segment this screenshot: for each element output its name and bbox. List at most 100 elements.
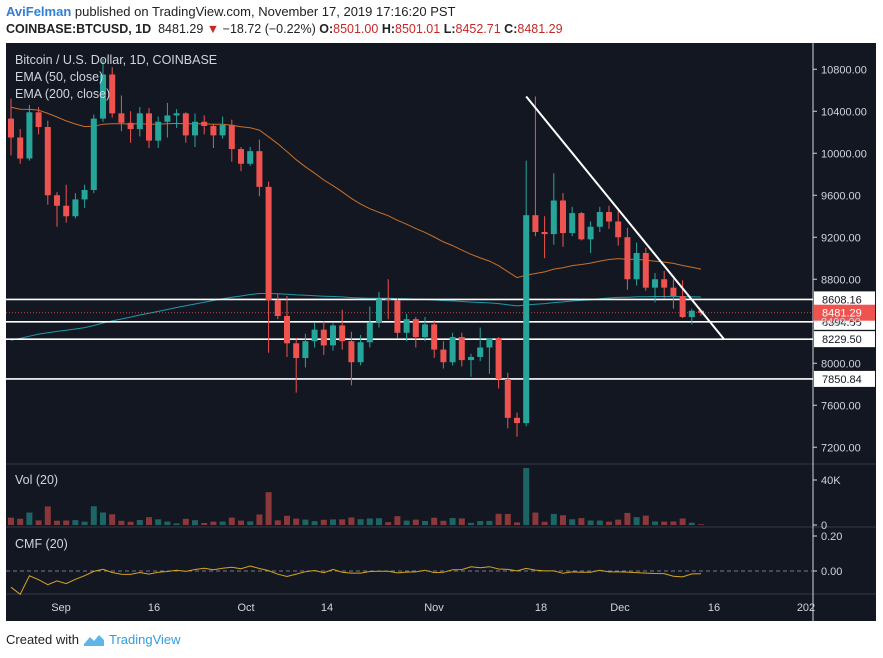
trendline — [525, 95, 726, 341]
author-name[interactable]: AviFelman — [6, 4, 72, 19]
volume-bar — [320, 519, 327, 525]
candle-body — [164, 115, 171, 122]
volume-bar — [44, 506, 51, 525]
time-tick-label: 202 — [797, 602, 815, 614]
candle-body — [136, 113, 143, 130]
volume-bar — [596, 520, 603, 525]
candle-body — [302, 341, 309, 358]
candle-body — [587, 226, 594, 240]
volume-bar — [118, 520, 125, 525]
volume-bar — [274, 520, 281, 525]
volume-bar — [256, 514, 263, 525]
candle-body — [274, 300, 281, 316]
candle-body — [514, 417, 520, 424]
candle-body — [284, 316, 290, 344]
volume-bar — [578, 518, 585, 525]
candle-body — [293, 343, 300, 358]
candle-body — [366, 322, 373, 343]
candle-body — [35, 112, 42, 127]
candle-body — [146, 113, 152, 141]
candle-body — [81, 190, 88, 200]
volume-bar — [8, 517, 14, 525]
volume-bar — [532, 512, 539, 525]
candle-body — [652, 279, 658, 288]
volume-bar — [302, 519, 309, 525]
time-tick-label: Nov — [424, 602, 444, 614]
volume-bar — [550, 513, 557, 525]
candle-body — [72, 199, 79, 217]
footer: Created with TradingView — [6, 632, 181, 647]
price-change: −18.72 (−0.22%) — [222, 22, 316, 36]
volume-bar — [72, 520, 79, 525]
publish-header: AviFelman published on TradingView.com, … — [6, 4, 456, 19]
level-price-label: 8229.50 — [822, 334, 862, 346]
level-price-tag — [814, 370, 875, 387]
symbol-header: COINBASE:BTCUSD, 1D 8481.29 ▼ −18.72 (−0… — [6, 22, 563, 36]
volume-bar — [523, 468, 530, 525]
publish-text: published on TradingView.com, November 1… — [71, 4, 456, 19]
candle-body — [523, 215, 530, 424]
volume-bar — [238, 520, 244, 525]
time-tick-label: Oct — [237, 602, 254, 614]
candle-body — [219, 124, 226, 136]
candle-body — [63, 205, 70, 217]
current-price-label: 8481.29 — [822, 308, 862, 320]
price-tick-label: 9600.00 — [821, 190, 861, 202]
volume-bar — [228, 517, 235, 525]
volume-bar — [63, 520, 70, 525]
price-tick-label: 7200.00 — [821, 442, 861, 454]
volume-bar — [192, 520, 198, 525]
candle-body — [532, 215, 539, 232]
volume-bar — [26, 512, 33, 525]
low-label: L: — [443, 22, 456, 36]
legend-ema50: EMA (50, close) — [15, 70, 103, 84]
chart-area[interactable]: 8608.16 8394.55 8229.50 7850.84 8481.29 7200… — [6, 43, 876, 621]
time-tick-label: Dec — [610, 602, 630, 614]
time-tick-label: 18 — [535, 602, 547, 614]
candle-body — [596, 212, 603, 227]
candle-body — [348, 341, 355, 363]
candle-body — [550, 200, 557, 235]
volume-bar — [486, 520, 493, 525]
volume-bar — [35, 520, 42, 525]
level-price-label: 7850.84 — [822, 374, 862, 386]
volume-bar — [182, 518, 189, 525]
volume-bar — [422, 521, 428, 525]
candle-body — [688, 310, 695, 318]
candle-body — [44, 127, 51, 196]
volume-bar — [541, 521, 548, 525]
volume-bar — [440, 520, 447, 525]
time-tick-label: Sep — [51, 602, 71, 614]
candle-body — [670, 287, 677, 297]
volume-bar — [146, 517, 152, 525]
volume-bar — [477, 520, 484, 525]
candle-body — [578, 213, 585, 240]
candle-body — [109, 74, 116, 114]
candle-body — [17, 137, 24, 159]
candle-body — [127, 122, 134, 130]
price-tick-label: 10000.00 — [821, 148, 867, 160]
candle-body — [192, 121, 198, 136]
candle-body — [201, 121, 208, 126]
legend-cmf: CMF (20) — [15, 537, 68, 551]
volume-bar — [173, 523, 180, 525]
candle-body — [173, 113, 180, 116]
candle-body — [412, 319, 419, 337]
volume-bar — [210, 521, 217, 525]
volume-bar — [164, 521, 171, 525]
candle-body — [422, 324, 428, 337]
volume-bar — [330, 519, 336, 525]
candle-body — [431, 324, 438, 350]
candle-body — [210, 125, 217, 136]
volume-bar — [90, 506, 97, 525]
volume-bar — [698, 524, 704, 525]
price-tick-label: 8800.00 — [821, 274, 861, 286]
volume-bar — [201, 522, 208, 525]
high-value: 8501.01 — [395, 22, 441, 36]
volume-bar — [642, 515, 649, 525]
ema50-line — [10, 106, 702, 279]
volume-bar — [17, 518, 24, 525]
tradingview-brand[interactable]: TradingView — [108, 632, 181, 647]
candle-body — [311, 329, 318, 342]
